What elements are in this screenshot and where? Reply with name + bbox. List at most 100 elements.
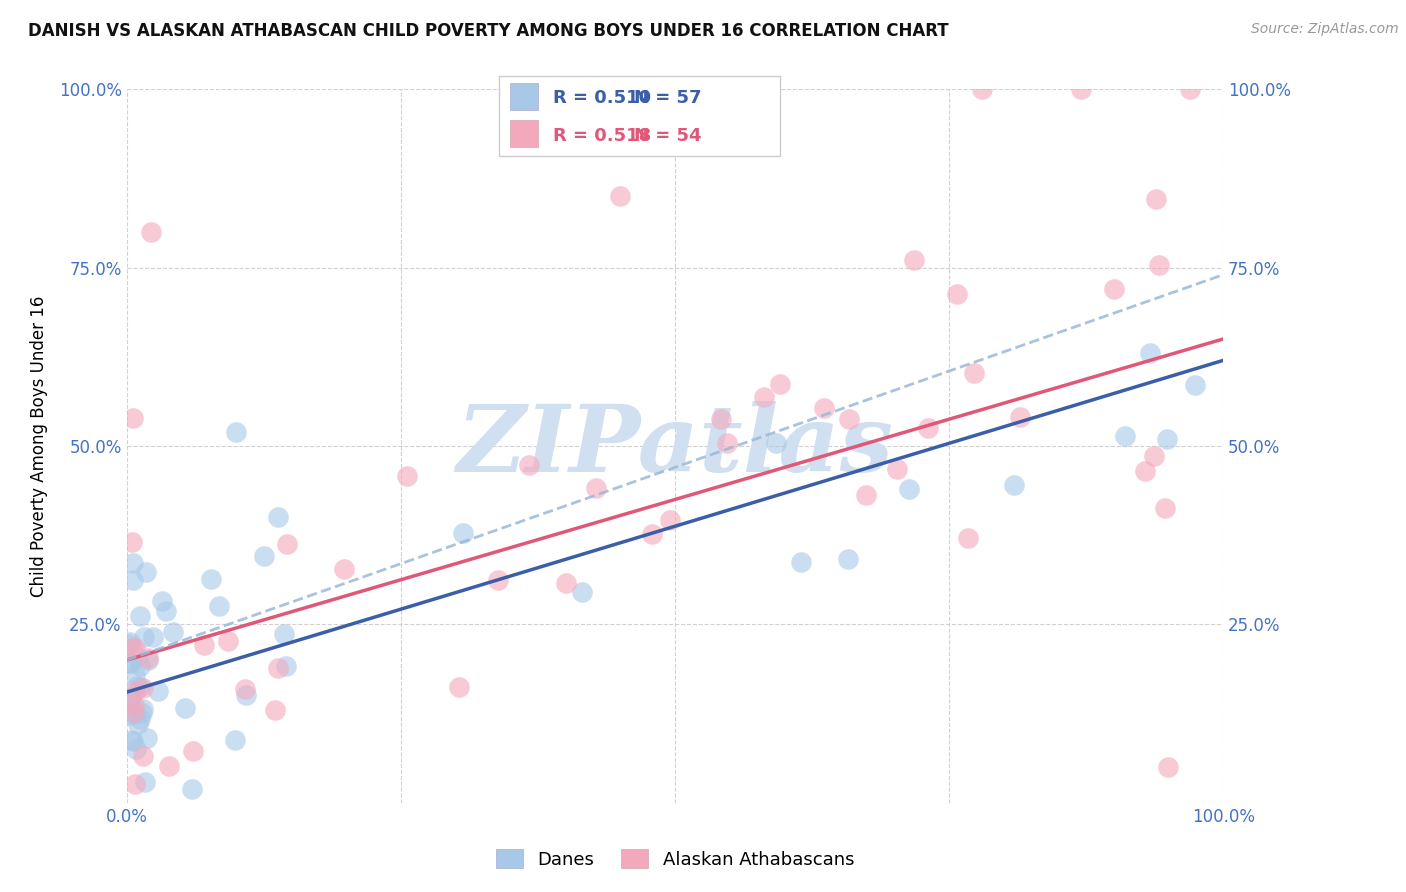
Point xyxy=(1157,760,1180,774)
Point xyxy=(956,531,979,545)
Point xyxy=(609,189,631,203)
Point xyxy=(131,706,153,720)
Point xyxy=(139,225,162,239)
Point xyxy=(117,637,139,651)
Point xyxy=(162,625,184,640)
Point xyxy=(117,657,139,671)
Point xyxy=(1156,432,1178,446)
Point xyxy=(555,575,578,590)
Point xyxy=(1154,500,1177,515)
Point xyxy=(917,421,939,435)
Point xyxy=(886,462,908,476)
Point xyxy=(136,731,159,745)
Point xyxy=(1180,82,1202,96)
Point xyxy=(136,653,159,667)
Point xyxy=(1147,258,1170,272)
Point xyxy=(180,782,202,797)
Point xyxy=(838,412,860,426)
Point xyxy=(1008,409,1031,424)
Point xyxy=(124,641,146,656)
Point xyxy=(253,549,276,563)
Point xyxy=(124,683,146,698)
Point xyxy=(135,565,157,579)
Point xyxy=(131,702,153,716)
Point xyxy=(127,650,149,665)
Point xyxy=(152,594,174,608)
Point xyxy=(115,705,138,719)
Point xyxy=(120,691,142,706)
Point xyxy=(122,705,145,719)
Text: DANISH VS ALASKAN ATHABASCAN CHILD POVERTY AMONG BOYS UNDER 16 CORRELATION CHART: DANISH VS ALASKAN ATHABASCAN CHILD POVER… xyxy=(28,22,949,40)
Point xyxy=(813,401,835,415)
Point xyxy=(224,732,246,747)
Point xyxy=(121,641,143,656)
Point xyxy=(1114,428,1136,442)
Point xyxy=(1143,449,1166,463)
Point xyxy=(155,604,177,618)
Point xyxy=(128,658,150,673)
Point xyxy=(233,682,256,697)
Point xyxy=(132,630,155,644)
Point xyxy=(118,707,141,722)
Point xyxy=(267,510,290,524)
Text: Source: ZipAtlas.com: Source: ZipAtlas.com xyxy=(1251,22,1399,37)
Point xyxy=(129,681,152,695)
Point xyxy=(970,82,993,96)
Point xyxy=(945,286,967,301)
Point xyxy=(121,535,143,549)
Point xyxy=(276,537,298,551)
Point xyxy=(1144,192,1167,206)
Point xyxy=(1070,82,1092,96)
Point xyxy=(122,573,145,587)
Point xyxy=(486,573,509,587)
Point xyxy=(963,366,986,380)
Point xyxy=(264,703,287,717)
Point xyxy=(128,712,150,726)
Point xyxy=(122,698,145,712)
Point xyxy=(142,630,165,644)
Point xyxy=(200,572,222,586)
Point xyxy=(134,775,156,789)
Point xyxy=(267,660,290,674)
Point xyxy=(118,635,141,649)
Point xyxy=(765,436,787,450)
Point xyxy=(273,627,295,641)
Point xyxy=(768,376,790,391)
Point xyxy=(132,749,155,764)
Point xyxy=(174,701,197,715)
Point xyxy=(122,734,145,748)
Point xyxy=(855,488,877,502)
Point xyxy=(789,555,811,569)
Point xyxy=(517,458,540,472)
Point xyxy=(181,744,204,758)
Text: N = 54: N = 54 xyxy=(634,127,702,145)
Point xyxy=(716,435,738,450)
Point xyxy=(658,513,681,527)
Point xyxy=(132,681,155,695)
Point xyxy=(641,526,664,541)
Point xyxy=(124,706,146,720)
Point xyxy=(208,599,231,614)
Point xyxy=(225,425,247,439)
Point xyxy=(124,668,146,682)
Point xyxy=(837,551,859,566)
Point xyxy=(710,412,733,426)
Point xyxy=(193,638,215,652)
Point xyxy=(1102,282,1125,296)
Point xyxy=(332,562,354,576)
Point xyxy=(120,690,142,704)
Point xyxy=(752,390,775,404)
Point xyxy=(1002,477,1025,491)
Point xyxy=(897,482,920,496)
Point xyxy=(903,252,925,267)
Point xyxy=(120,656,142,670)
Point xyxy=(138,651,160,665)
Point xyxy=(157,758,180,772)
Point xyxy=(235,688,257,702)
Point xyxy=(128,609,150,624)
Point xyxy=(453,525,475,540)
Point xyxy=(217,633,239,648)
Point xyxy=(585,482,607,496)
Point xyxy=(125,742,148,756)
Point xyxy=(120,733,142,747)
